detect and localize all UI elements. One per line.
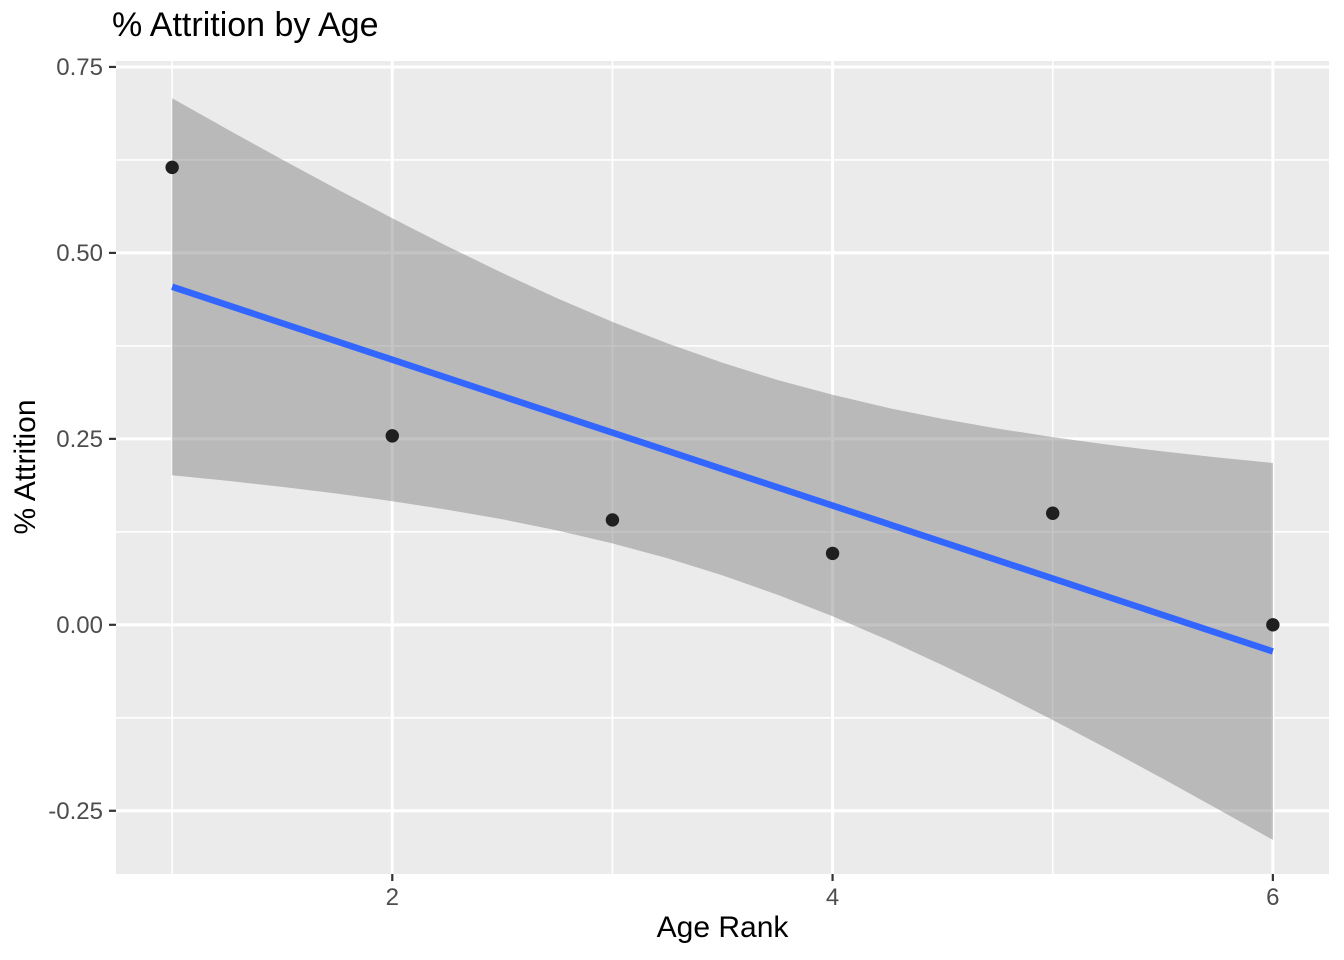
y-tick-label: -0.25: [48, 798, 103, 825]
data-point: [1046, 506, 1060, 520]
x-tick-label: 6: [1266, 884, 1279, 911]
data-point: [165, 160, 179, 175]
x-tick-label: 4: [826, 884, 839, 911]
x-tick-label: 2: [386, 884, 399, 911]
y-tick-label: 0.00: [56, 612, 103, 639]
y-tick-label: 0.50: [56, 240, 103, 267]
y-tick-label: 0.75: [56, 54, 103, 81]
data-point: [1266, 618, 1280, 632]
regression-line: [171, 283, 1274, 655]
plot-title: % Attrition by Age: [112, 6, 379, 44]
data-point: [605, 513, 620, 527]
y-axis-title: % Attrition: [9, 399, 42, 535]
data-point: [385, 429, 399, 443]
x-axis-title: Age Rank: [656, 911, 789, 944]
data-point: [825, 546, 840, 561]
y-tick-label: 0.25: [56, 426, 103, 453]
